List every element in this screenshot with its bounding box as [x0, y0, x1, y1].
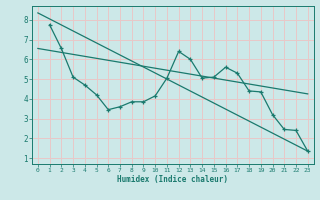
- X-axis label: Humidex (Indice chaleur): Humidex (Indice chaleur): [117, 175, 228, 184]
